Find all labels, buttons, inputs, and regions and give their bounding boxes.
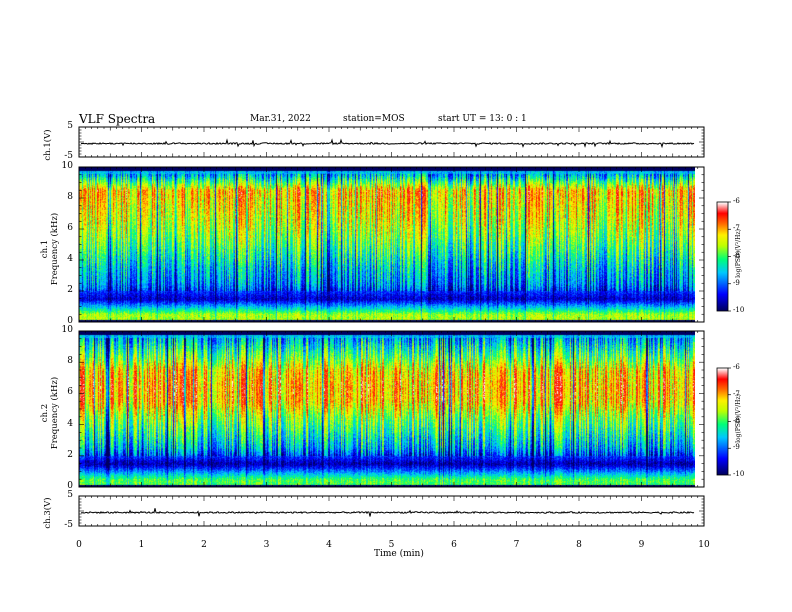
station-label: station=MOS bbox=[343, 114, 405, 124]
spectrogram-2-image bbox=[79, 331, 695, 487]
y-tick-label: -5 bbox=[64, 151, 73, 161]
y-tick-label: 6 bbox=[67, 223, 73, 233]
start-time-label: start UT = 13: 0 : 1 bbox=[438, 114, 527, 124]
colorbar-tick-label: -6 bbox=[733, 197, 740, 205]
colorbar-tick-label: -7 bbox=[733, 224, 740, 233]
x-tick-label: 0 bbox=[76, 540, 82, 550]
colorbar-tick-label: -8 bbox=[733, 251, 740, 260]
colorbar-2 bbox=[717, 368, 728, 475]
x-tick-label: 2 bbox=[201, 540, 207, 550]
x-tick-label: 9 bbox=[638, 540, 645, 550]
ch2-spectrogram-ylabel: ch.2 Frequency (kHz) bbox=[40, 376, 60, 450]
ch3-waveform-ylabel: ch.3(V) bbox=[43, 497, 53, 529]
x-tick-label: 1 bbox=[138, 540, 145, 550]
y-tick-label: 0 bbox=[67, 481, 73, 491]
x-tick-label: 4 bbox=[326, 540, 332, 550]
x-tick-label: 3 bbox=[263, 540, 270, 550]
waveform-trace-3 bbox=[80, 508, 695, 517]
ch1-waveform-ylabel: ch.1(V) bbox=[43, 129, 53, 161]
y-tick-label: 2 bbox=[67, 449, 73, 460]
colorbar-tick-label: -6 bbox=[733, 363, 740, 371]
x-axis-label: Time (min) bbox=[374, 549, 424, 559]
x-tick-label: 6 bbox=[451, 540, 457, 550]
colorbar-1 bbox=[717, 202, 728, 311]
x-tick-label: 8 bbox=[576, 540, 582, 550]
colorbar-tick-label: -10 bbox=[733, 470, 745, 478]
chart-title: VLF Spectra bbox=[79, 112, 156, 126]
y-tick-label: 8 bbox=[67, 192, 73, 202]
ch1-spectrogram-ylabel: ch.1 Frequency (kHz) bbox=[40, 212, 60, 286]
x-tick-label: 10 bbox=[698, 540, 710, 550]
date-label: Mar.31, 2022 bbox=[250, 114, 311, 124]
colorbar-tick-label: -9 bbox=[733, 278, 740, 287]
colorbar-tick-label: -10 bbox=[733, 306, 745, 314]
x-tick-label: 5 bbox=[388, 540, 395, 550]
y-tick-label: 10 bbox=[61, 161, 73, 171]
y-tick-label: 2 bbox=[67, 285, 73, 295]
y-tick-label: 8 bbox=[67, 356, 73, 367]
spectrogram-1-image bbox=[79, 167, 695, 322]
colorbar-tick-label: -9 bbox=[733, 443, 740, 452]
y-tick-label: 5 bbox=[67, 121, 73, 131]
y-tick-label: 0 bbox=[67, 316, 73, 326]
y-tick-label: 4 bbox=[67, 418, 73, 429]
y-tick-label: 5 bbox=[67, 490, 73, 500]
y-tick-label: 4 bbox=[67, 254, 73, 264]
y-tick-label: 6 bbox=[67, 387, 73, 398]
colorbar-tick-label: -8 bbox=[733, 416, 740, 425]
y-tick-label: 10 bbox=[61, 325, 73, 335]
x-tick-label: 7 bbox=[513, 540, 520, 550]
y-tick-label: -5 bbox=[64, 520, 73, 530]
waveform-trace-0 bbox=[80, 138, 695, 149]
colorbar-tick-label: -7 bbox=[733, 389, 740, 398]
